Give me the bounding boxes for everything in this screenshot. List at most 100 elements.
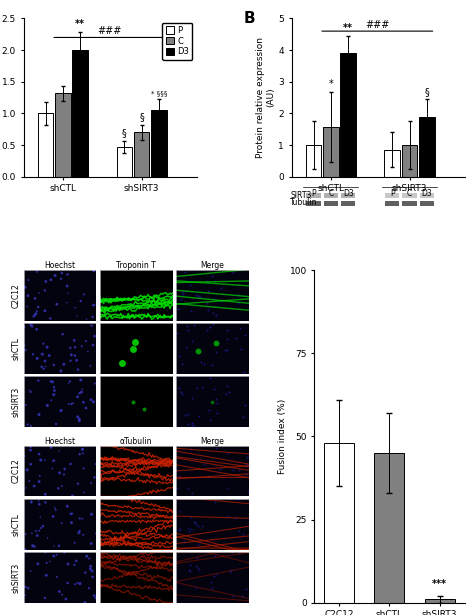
Point bbox=[189, 418, 196, 428]
Point bbox=[80, 530, 87, 540]
Point bbox=[42, 362, 49, 371]
Point bbox=[68, 518, 75, 528]
Bar bbox=[419, 193, 434, 199]
Point bbox=[89, 566, 96, 576]
Point bbox=[51, 271, 59, 280]
Point bbox=[91, 472, 98, 482]
Point bbox=[68, 399, 75, 409]
Point bbox=[89, 572, 96, 582]
Point bbox=[42, 548, 49, 558]
Point bbox=[185, 565, 193, 575]
Point bbox=[91, 300, 98, 310]
Point bbox=[211, 551, 219, 561]
Point bbox=[42, 277, 50, 287]
Point bbox=[129, 344, 137, 354]
Point bbox=[75, 414, 83, 424]
Point bbox=[184, 419, 192, 429]
Text: P: P bbox=[390, 189, 394, 198]
Bar bbox=[306, 201, 321, 206]
Point bbox=[175, 525, 183, 534]
Point bbox=[84, 346, 91, 356]
Point bbox=[239, 412, 246, 422]
Bar bbox=[324, 201, 338, 206]
Point bbox=[194, 383, 201, 393]
Point bbox=[225, 511, 232, 521]
Point bbox=[192, 290, 200, 300]
Point bbox=[64, 288, 72, 298]
Point bbox=[193, 553, 201, 563]
Text: **: ** bbox=[343, 23, 353, 33]
Point bbox=[188, 336, 196, 346]
Point bbox=[71, 343, 79, 352]
Point bbox=[75, 528, 82, 538]
Point bbox=[87, 361, 94, 371]
Point bbox=[31, 542, 38, 552]
Point bbox=[179, 360, 186, 370]
Point bbox=[22, 530, 29, 539]
Point bbox=[38, 349, 46, 359]
Point bbox=[187, 560, 194, 569]
Point bbox=[56, 468, 64, 478]
Point bbox=[182, 321, 190, 331]
Bar bbox=[402, 193, 417, 199]
Point bbox=[192, 519, 200, 529]
Point bbox=[50, 360, 58, 370]
Point bbox=[118, 358, 126, 368]
Point bbox=[187, 524, 194, 534]
Point bbox=[203, 325, 210, 335]
Point bbox=[37, 523, 45, 533]
Point bbox=[71, 560, 78, 569]
Point bbox=[192, 561, 200, 571]
Point bbox=[186, 280, 193, 290]
Point bbox=[68, 350, 75, 360]
Point bbox=[79, 384, 86, 394]
Point bbox=[88, 320, 95, 330]
Point bbox=[34, 559, 42, 569]
Point bbox=[71, 303, 79, 312]
Point bbox=[67, 356, 74, 366]
Point bbox=[189, 420, 196, 430]
Point bbox=[69, 491, 76, 501]
Point bbox=[226, 568, 234, 577]
Point bbox=[209, 360, 216, 370]
Point bbox=[221, 345, 228, 355]
Point bbox=[67, 509, 75, 519]
Point bbox=[50, 456, 57, 466]
Point bbox=[241, 367, 248, 377]
Point bbox=[46, 314, 54, 323]
Point bbox=[41, 356, 49, 366]
Point bbox=[89, 340, 97, 350]
Point bbox=[27, 320, 35, 330]
Point bbox=[44, 533, 51, 543]
Point bbox=[80, 464, 87, 474]
Point bbox=[36, 288, 43, 298]
Point bbox=[92, 459, 100, 469]
Point bbox=[78, 387, 85, 397]
Point bbox=[177, 387, 185, 397]
Point bbox=[81, 598, 89, 608]
Point bbox=[235, 465, 243, 475]
Point bbox=[71, 538, 78, 548]
Point bbox=[40, 339, 47, 349]
Point bbox=[80, 488, 88, 498]
Point bbox=[206, 415, 214, 425]
Point bbox=[64, 578, 72, 588]
Point bbox=[195, 539, 202, 549]
Point bbox=[79, 514, 86, 524]
Point bbox=[212, 347, 220, 357]
Text: ###: ### bbox=[365, 20, 390, 30]
Point bbox=[242, 584, 250, 593]
Point bbox=[73, 355, 81, 365]
Point bbox=[228, 547, 236, 557]
Point bbox=[68, 509, 76, 518]
Point bbox=[25, 275, 32, 285]
Point bbox=[53, 300, 61, 309]
Point bbox=[60, 359, 68, 369]
Point bbox=[87, 478, 95, 488]
Point bbox=[90, 397, 97, 407]
Point bbox=[210, 308, 217, 317]
Text: D3: D3 bbox=[343, 189, 354, 198]
Text: C: C bbox=[407, 189, 412, 198]
Point bbox=[51, 386, 58, 395]
Point bbox=[67, 459, 74, 469]
